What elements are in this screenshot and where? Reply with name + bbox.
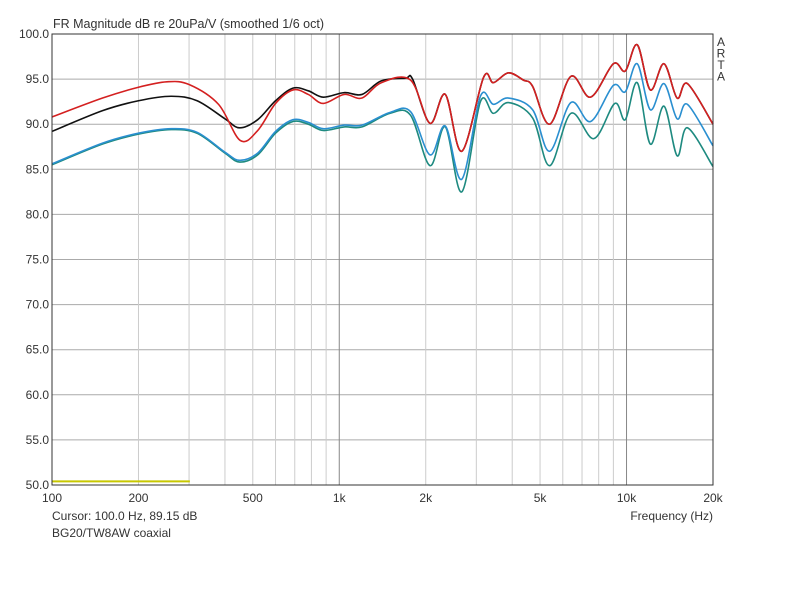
y-tick-label: 50.0 <box>26 478 50 492</box>
x-tick-label: 10k <box>617 491 637 505</box>
series-line-red <box>51 44 714 153</box>
y-tick-label: 70.0 <box>26 298 50 312</box>
side-letter: T <box>717 58 725 72</box>
series-line-teal <box>51 81 714 193</box>
x-tick-label: 20k <box>703 491 723 505</box>
y-tick-label: 80.0 <box>26 207 50 221</box>
x-tick-label: 2k <box>419 491 433 505</box>
x-tick-label: 5k <box>534 491 548 505</box>
y-tick-label: 60.0 <box>26 388 50 402</box>
y-tick-label: 100.0 <box>19 27 49 41</box>
x-axis-ticks: 100 200 500 1k 2k 5k 10k 20k <box>42 491 724 505</box>
chart-title: FR Magnitude dB re 20uPa/V (smoothed 1/6… <box>53 17 324 31</box>
y-axis-ticks: 50.0 55.0 60.0 65.0 70.0 75.0 80.0 85.0 90.0 95.0… <box>19 27 49 492</box>
series-group <box>51 44 714 483</box>
x-tick-label: 1k <box>333 491 347 505</box>
series-line-blue <box>51 62 714 181</box>
plot-frame <box>51 33 714 486</box>
grid <box>52 33 713 486</box>
x-tick-label: 500 <box>243 491 263 505</box>
x-tick-label: 100 <box>42 491 62 505</box>
y-tick-label: 90.0 <box>26 117 50 131</box>
y-tick-label: 55.0 <box>26 433 50 447</box>
side-letter: A <box>717 35 725 49</box>
y-tick-label: 75.0 <box>26 253 50 267</box>
x-axis-label: Frequency (Hz) <box>630 509 713 523</box>
chart-caption: BG20/TW8AW coaxial <box>52 526 171 540</box>
side-letter: A <box>717 70 725 84</box>
side-letter: R <box>717 47 726 61</box>
cursor-readout: Cursor: 100.0 Hz, 89.15 dB <box>52 509 197 523</box>
y-tick-label: 65.0 <box>26 343 50 357</box>
x-tick-label: 200 <box>128 491 148 505</box>
y-tick-label: 95.0 <box>26 72 50 86</box>
y-tick-label: 85.0 <box>26 162 50 176</box>
